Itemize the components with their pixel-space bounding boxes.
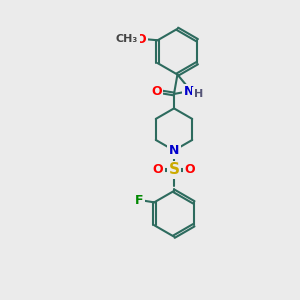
Text: O: O — [153, 164, 163, 176]
Text: S: S — [169, 162, 179, 177]
Text: N: N — [184, 85, 194, 98]
Text: H: H — [194, 88, 203, 98]
Text: O: O — [151, 85, 162, 98]
Text: F: F — [135, 194, 143, 207]
Text: N: N — [169, 144, 179, 157]
Text: O: O — [185, 164, 195, 176]
Text: O: O — [136, 33, 146, 46]
Text: CH₃: CH₃ — [116, 34, 138, 44]
